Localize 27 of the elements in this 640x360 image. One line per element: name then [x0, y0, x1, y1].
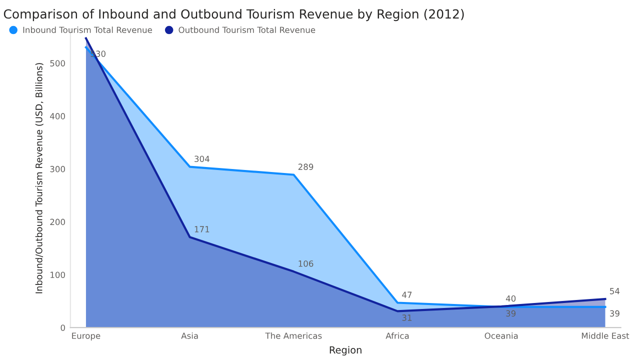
y-tick-label: 100 [50, 272, 65, 278]
y-tick-label: 500 [50, 60, 65, 66]
y-tick-label: 300 [50, 166, 65, 172]
data-label: 39 [506, 310, 516, 317]
data-label: 54 [610, 288, 620, 294]
data-label: 289 [298, 164, 314, 170]
y-tick-label: 400 [50, 113, 65, 120]
x-axis-title: Region [330, 346, 362, 356]
data-label: 171 [194, 226, 210, 232]
data-label: 39 [610, 310, 620, 317]
data-label: 304 [194, 156, 210, 162]
data-label: 40 [506, 295, 516, 302]
x-tick-label: Asia [181, 332, 198, 339]
x-tick-label: The Americas [265, 332, 322, 339]
legend-label: Inbound Tourism Total Revenue [23, 26, 152, 34]
data-label: 31 [402, 314, 412, 321]
x-tick-label: Europe [72, 332, 100, 341]
legend-label: Outbound Tourism Total Revenue [178, 26, 316, 34]
x-tick-label: Africa [386, 332, 409, 339]
data-label: 47 [402, 292, 412, 298]
x-tick-label: Middle East [582, 332, 630, 339]
y-tick-label: 0 [60, 324, 65, 331]
y-tick-label: 200 [50, 218, 65, 226]
data-label: 106 [298, 260, 314, 267]
x-tick-label: Oceania [484, 332, 518, 339]
chart-title: Comparison of Inbound and Outbound Tourism Revenue by Region (2012) [4, 9, 464, 22]
y-axis-title: Inbound/Outbound Tourism Revenue (USD, Billions) [35, 63, 44, 294]
